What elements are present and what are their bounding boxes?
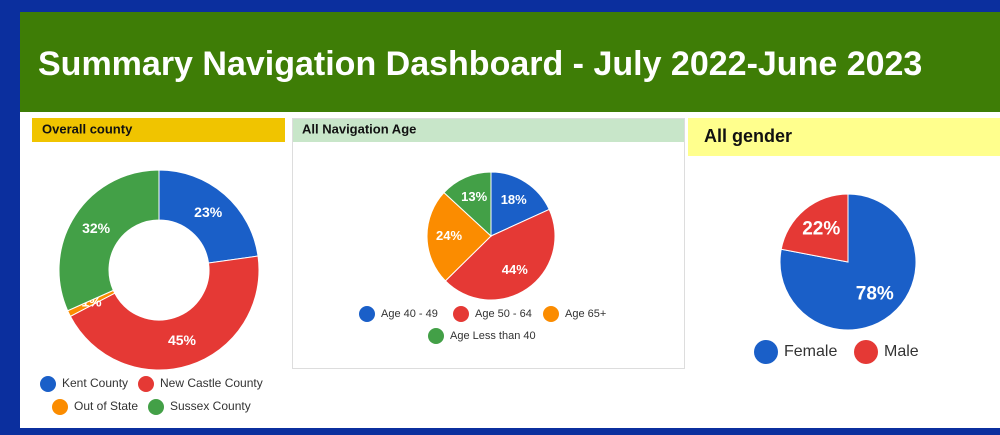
pie-slice <box>444 208 556 301</box>
pie-slice <box>158 169 259 264</box>
panel-header <box>293 119 684 142</box>
dashboard-title: Summary Navigation Dashboard - July 2022… <box>38 45 922 83</box>
data-label: 44% <box>502 262 528 277</box>
legend-label: Age 50 - 64 <box>475 308 532 320</box>
legend-label: Age Less than 40 <box>450 330 536 342</box>
legend-swatch <box>359 306 375 322</box>
legend-label: Age 40 - 49 <box>381 308 438 320</box>
legend-swatch <box>543 306 559 322</box>
pie-slice <box>490 171 550 237</box>
data-label: 13% <box>461 189 487 204</box>
pie-slice <box>780 193 849 263</box>
data-label: 18% <box>501 192 527 207</box>
legend-label: New Castle County <box>160 376 263 390</box>
legend-label: Out of State <box>74 399 138 413</box>
legend-label: Male <box>884 343 919 360</box>
pie-slice <box>443 171 492 238</box>
legend-label: Sussex County <box>170 399 251 413</box>
panel-title: All gender <box>704 126 792 146</box>
header-bar <box>20 12 1000 112</box>
panel-header <box>32 118 285 142</box>
data-label: 78% <box>856 283 894 304</box>
panel-title: All Navigation Age <box>302 121 416 136</box>
legend-swatch <box>754 340 778 364</box>
data-label: 23% <box>194 204 223 220</box>
pie-slice <box>58 169 160 312</box>
data-label: 24% <box>436 228 462 243</box>
panel-title: Overall county <box>42 121 133 136</box>
legend-swatch <box>148 399 164 415</box>
data-label: 45% <box>168 332 197 348</box>
legend-swatch <box>854 340 878 364</box>
legend-swatch <box>52 399 68 415</box>
legend-swatch <box>428 328 444 344</box>
pie-slice <box>426 191 492 282</box>
pie-slice <box>779 193 917 331</box>
pie-slice <box>69 255 260 371</box>
legend-label: Age 65+ <box>565 308 606 320</box>
legend-label: Female <box>784 343 837 360</box>
legend-swatch <box>453 306 469 322</box>
data-label: 22% <box>802 219 840 240</box>
legend-label: Kent County <box>62 376 128 390</box>
data-label: 32% <box>82 220 111 236</box>
legend-swatch <box>138 376 154 392</box>
panel-header <box>688 118 1000 156</box>
legend-swatch <box>40 376 56 392</box>
